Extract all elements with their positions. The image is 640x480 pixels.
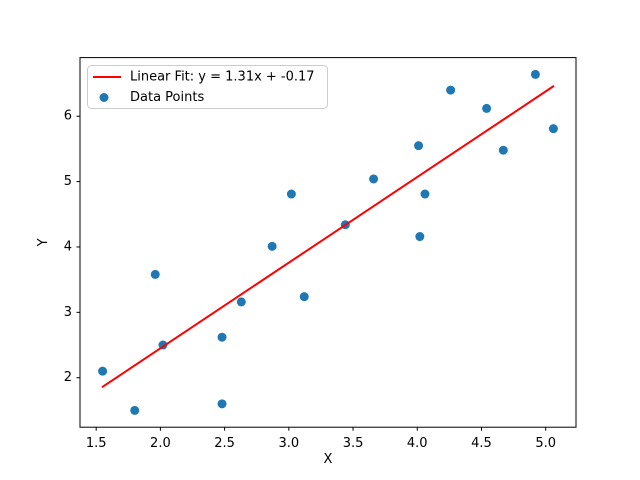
x-tick-label: 2.0 [150, 436, 171, 451]
data-point [548, 124, 558, 134]
data-point [530, 69, 540, 79]
legend-box [87, 65, 328, 109]
legend-entry-label: Linear Fit: y = 1.31x + -0.17 [130, 70, 315, 85]
data-point [150, 269, 160, 279]
data-point [286, 189, 296, 199]
x-tick-label: 3.0 [278, 436, 299, 451]
y-tick-label: 3 [64, 305, 72, 320]
data-point [98, 366, 108, 376]
y-tick-label: 5 [64, 174, 72, 189]
data-point [498, 145, 508, 155]
data-point [299, 292, 309, 302]
data-point [369, 174, 379, 184]
data-point [420, 189, 430, 199]
x-tick-label: 4.5 [471, 436, 492, 451]
data-point [130, 405, 140, 415]
data-point [446, 85, 456, 95]
y-tick-label: 4 [64, 239, 72, 254]
x-tick-label: 5.0 [535, 436, 556, 451]
y-tick-label: 2 [64, 370, 72, 385]
data-point [267, 241, 277, 251]
x-tick-label: 4.0 [407, 436, 428, 451]
y-tick-label: 6 [64, 109, 72, 124]
data-point [236, 297, 246, 307]
data-point [415, 232, 425, 242]
data-point [414, 141, 424, 151]
scatter-series [98, 69, 558, 415]
x-axis-label: X [324, 452, 333, 467]
x-tick-label: 1.5 [86, 436, 107, 451]
legend-marker-sample-icon [99, 93, 109, 102]
legend: Linear Fit: y = 1.31x + -0.17 Data Points [87, 65, 328, 109]
legend-entry-label: Data Points [130, 90, 204, 105]
y-axis-label: Y [36, 238, 51, 247]
fit-line [101, 85, 555, 388]
x-tick-label: 2.5 [214, 436, 235, 451]
x-tick-label: 3.5 [343, 436, 364, 451]
data-point [217, 332, 227, 342]
data-point [217, 399, 227, 409]
data-point [482, 103, 492, 113]
axes-frame [79, 57, 577, 428]
